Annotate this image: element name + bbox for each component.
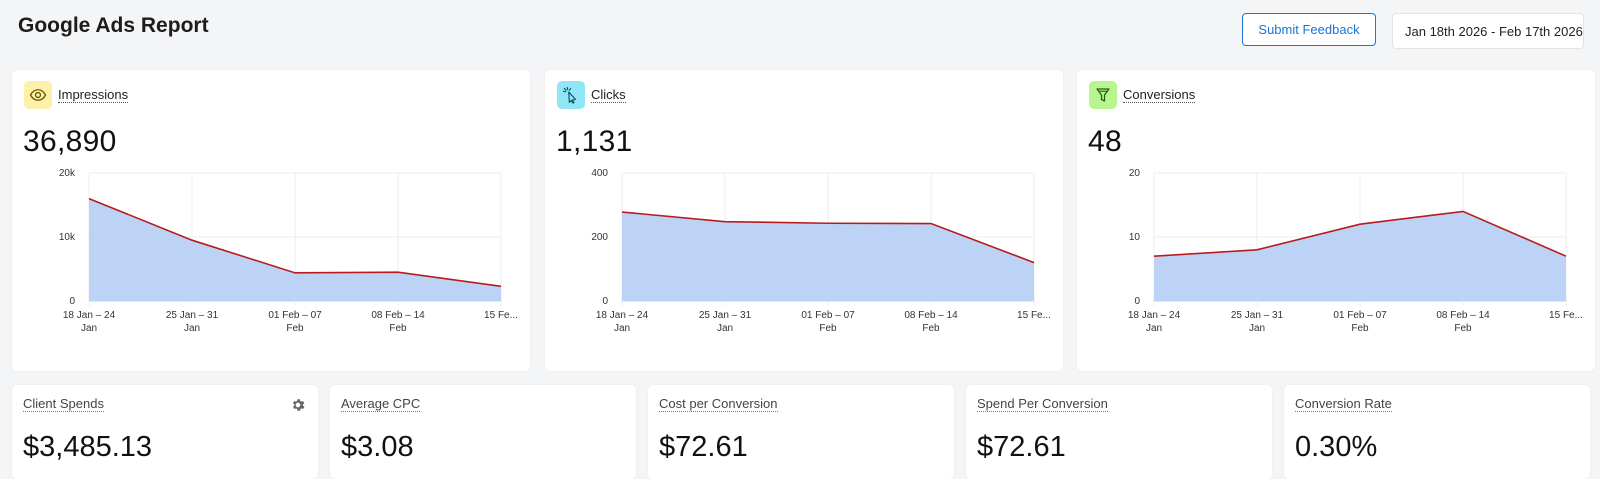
x-tick-label: 25 Jan – 31 — [1231, 310, 1284, 321]
x-tick-sublabel: Feb — [819, 323, 837, 334]
y-tick-label: 10 — [1129, 232, 1141, 243]
y-tick-label: 20k — [59, 168, 76, 179]
x-tick-label: 18 Jan – 24 — [1128, 310, 1181, 321]
x-tick-label: 18 Jan – 24 — [63, 310, 116, 321]
cost-per-conversion-label[interactable]: Cost per Conversion — [659, 396, 778, 412]
cursor-click-icon — [557, 81, 585, 109]
series-area — [622, 212, 1034, 301]
x-tick-sublabel: Feb — [1454, 323, 1472, 334]
y-tick-label: 200 — [591, 232, 608, 243]
clicks-chart: 0 200 400 18 Jan – 24 Jan 25 Jan – 31 Jan 01 Fe… — [591, 168, 1051, 334]
x-tick-sublabel: Feb — [922, 323, 940, 334]
conversion-rate-value: 0.30% — [1295, 431, 1378, 463]
x-tick-label: 25 Jan – 31 — [699, 310, 752, 321]
x-tick-label: 25 Jan – 31 — [166, 310, 219, 321]
client-spends-card: Client Spends $3,485.13 — [12, 385, 318, 479]
conversions-card: Conversions 48 0 10 20 18 Jan – 24 Jan 25 Jan… — [1077, 70, 1595, 371]
x-tick-label: 01 Feb – 07 — [801, 310, 855, 321]
average-cpc-value: $3.08 — [341, 431, 414, 463]
y-tick-label: 0 — [1134, 296, 1140, 307]
x-tick-sublabel: Jan — [1249, 323, 1265, 334]
clicks-card: Clicks 1,131 0 200 400 18 Jan – 24 Jan 25 Jan… — [545, 70, 1063, 371]
impressions-card: Impressions 36,890 0 10k 20k 18 Jan – 24 Jan… — [12, 70, 530, 371]
conversions-chart: 0 10 20 18 Jan – 24 Jan 25 Jan – 31 Jan 01 Feb … — [1128, 168, 1583, 334]
date-range-picker[interactable]: Jan 18th 2026 - Feb 17th 2026 — [1392, 13, 1584, 49]
x-tick-sublabel: Feb — [1351, 323, 1369, 334]
x-tick-label: 08 Feb – 14 — [1436, 310, 1490, 321]
spend-per-conversion-card: Spend Per Conversion $72.61 — [966, 385, 1272, 479]
x-tick-label: 01 Feb – 07 — [268, 310, 322, 321]
x-tick-label: 08 Feb – 14 — [371, 310, 425, 321]
funnel-icon — [1089, 81, 1117, 109]
y-tick-label: 20 — [1129, 168, 1141, 179]
x-tick-label: 08 Feb – 14 — [904, 310, 958, 321]
x-tick-sublabel: Feb — [286, 323, 304, 334]
page-title: Google Ads Report — [18, 14, 209, 37]
y-tick-label: 0 — [602, 296, 608, 307]
spend-per-conversion-label[interactable]: Spend Per Conversion — [977, 396, 1108, 412]
client-spends-label[interactable]: Client Spends — [23, 396, 104, 412]
x-tick-sublabel: Jan — [717, 323, 733, 334]
conversions-label[interactable]: Conversions — [1123, 86, 1196, 103]
series-line — [88, 197, 502, 288]
average-cpc-label[interactable]: Average CPC — [341, 396, 421, 412]
x-tick-label: 15 Fe... — [1549, 310, 1583, 321]
impressions-value: 36,890 — [23, 125, 117, 158]
average-cpc-card: Average CPC $3.08 — [330, 385, 636, 479]
y-tick-label: 0 — [69, 296, 75, 307]
x-tick-sublabel: Feb — [389, 323, 407, 334]
series-line — [1153, 210, 1567, 257]
conversion-rate-card: Conversion Rate 0.30% — [1284, 385, 1590, 479]
x-tick-label: 15 Fe... — [484, 310, 518, 321]
spend-per-conversion-value: $72.61 — [977, 431, 1066, 463]
series-line — [621, 211, 1035, 264]
gear-icon[interactable] — [290, 397, 306, 413]
client-spends-value: $3,485.13 — [23, 431, 153, 463]
x-tick-label: 15 Fe... — [1017, 310, 1051, 321]
conversion-rate-label[interactable]: Conversion Rate — [1295, 396, 1392, 412]
y-tick-label: 10k — [59, 232, 76, 243]
x-tick-sublabel: Jan — [184, 323, 200, 334]
conversions-value: 48 — [1088, 125, 1122, 158]
eye-icon — [24, 81, 52, 109]
series-area — [89, 198, 501, 301]
x-tick-sublabel: Jan — [81, 323, 97, 334]
y-tick-label: 400 — [591, 168, 608, 179]
x-tick-label: 01 Feb – 07 — [1333, 310, 1387, 321]
x-tick-sublabel: Jan — [1146, 323, 1162, 334]
x-tick-label: 18 Jan – 24 — [596, 310, 649, 321]
series-area — [1154, 211, 1566, 301]
clicks-label[interactable]: Clicks — [591, 86, 626, 103]
submit-feedback-button[interactable]: Submit Feedback — [1242, 13, 1376, 46]
impressions-chart: 0 10k 20k 18 Jan – 24 Jan 25 Jan – 31 Jan 01 Fe… — [59, 168, 518, 334]
cost-per-conversion-value: $72.61 — [659, 431, 748, 463]
cost-per-conversion-card: Cost per Conversion $72.61 — [648, 385, 954, 479]
impressions-label[interactable]: Impressions — [58, 86, 129, 103]
clicks-value: 1,131 — [556, 125, 633, 158]
x-tick-sublabel: Jan — [614, 323, 630, 334]
